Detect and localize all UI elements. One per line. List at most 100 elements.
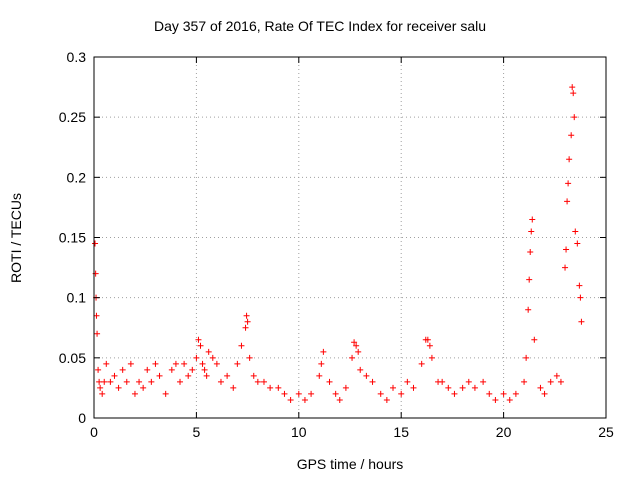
data-point xyxy=(529,216,536,223)
data-point xyxy=(156,372,163,379)
data-point xyxy=(96,378,103,385)
data-point xyxy=(177,378,184,385)
data-point xyxy=(363,372,370,379)
x-tick-label: 20 xyxy=(496,424,512,440)
data-point xyxy=(94,330,101,337)
data-point xyxy=(576,282,583,289)
data-point xyxy=(537,384,544,391)
data-point xyxy=(398,390,405,397)
data-point xyxy=(480,378,487,385)
data-point xyxy=(213,360,220,367)
data-point xyxy=(250,372,257,379)
data-point xyxy=(465,378,472,385)
data-point xyxy=(377,390,384,397)
data-point xyxy=(369,378,376,385)
data-point xyxy=(181,360,188,367)
data-point xyxy=(119,366,126,373)
data-point xyxy=(357,366,364,373)
y-tick-label: 0.3 xyxy=(67,49,87,65)
data-point xyxy=(172,360,179,367)
data-point xyxy=(189,366,196,373)
data-point xyxy=(168,366,175,373)
grid-lines xyxy=(94,57,606,418)
data-points xyxy=(92,84,585,403)
data-point xyxy=(103,360,110,367)
data-point xyxy=(111,372,118,379)
data-point xyxy=(301,396,308,403)
data-point xyxy=(547,378,554,385)
data-point xyxy=(101,378,108,385)
data-point xyxy=(404,378,411,385)
data-point xyxy=(203,372,210,379)
data-point xyxy=(238,342,245,349)
data-point xyxy=(195,336,202,343)
data-point xyxy=(205,348,212,355)
data-point xyxy=(541,390,548,397)
data-point xyxy=(506,396,513,403)
y-tick-label: 0.15 xyxy=(59,230,86,246)
data-point xyxy=(162,390,169,397)
data-point xyxy=(492,396,499,403)
data-point xyxy=(332,390,339,397)
data-point xyxy=(564,198,571,205)
data-point xyxy=(428,354,435,361)
data-point xyxy=(92,240,99,247)
data-point xyxy=(523,354,530,361)
data-point xyxy=(152,360,159,367)
data-point xyxy=(527,248,534,255)
data-point xyxy=(572,228,579,235)
x-axis-label: GPS time / hours xyxy=(296,456,404,472)
axis-ticks: 0 5 10 15 20 25 0 0.05 0.1 0.15 0.2 0.25 0.3 xyxy=(59,49,614,440)
data-point xyxy=(349,354,356,361)
y-axis-label: ROTI / TECUs xyxy=(8,193,24,283)
data-point xyxy=(197,342,204,349)
data-point xyxy=(525,306,532,313)
data-point xyxy=(148,378,155,385)
data-point xyxy=(512,390,519,397)
data-point xyxy=(140,384,147,391)
y-tick-label: 0 xyxy=(78,410,86,426)
data-point xyxy=(107,378,114,385)
data-point xyxy=(486,390,493,397)
data-point xyxy=(243,312,250,319)
data-point xyxy=(234,360,241,367)
data-point xyxy=(115,384,122,391)
data-point xyxy=(308,390,315,397)
data-point xyxy=(557,378,564,385)
data-point xyxy=(526,276,533,283)
data-point xyxy=(553,372,560,379)
data-point xyxy=(521,378,528,385)
data-point xyxy=(136,378,143,385)
data-point xyxy=(471,384,478,391)
data-point xyxy=(260,378,267,385)
data-point xyxy=(439,378,446,385)
y-tick-label: 0.25 xyxy=(59,109,86,125)
data-point xyxy=(97,384,104,391)
data-point xyxy=(451,390,458,397)
data-point xyxy=(570,90,577,97)
data-point xyxy=(528,228,535,235)
x-tick-label: 25 xyxy=(598,424,614,440)
y-tick-label: 0.05 xyxy=(59,350,86,366)
data-point xyxy=(353,342,360,349)
data-point xyxy=(571,114,578,121)
data-point xyxy=(254,378,261,385)
data-point xyxy=(201,366,208,373)
data-point xyxy=(424,336,431,343)
data-point xyxy=(320,348,327,355)
data-point xyxy=(185,372,192,379)
data-point xyxy=(209,354,216,361)
data-point xyxy=(410,384,417,391)
data-point xyxy=(500,390,507,397)
data-point xyxy=(267,384,274,391)
data-point xyxy=(531,336,538,343)
data-point xyxy=(318,360,325,367)
x-tick-label: 5 xyxy=(193,424,201,440)
data-point xyxy=(336,396,343,403)
data-point xyxy=(390,384,397,391)
data-point xyxy=(242,324,249,331)
data-point xyxy=(287,396,294,403)
y-tick-label: 0.2 xyxy=(67,169,87,185)
data-point xyxy=(127,360,134,367)
